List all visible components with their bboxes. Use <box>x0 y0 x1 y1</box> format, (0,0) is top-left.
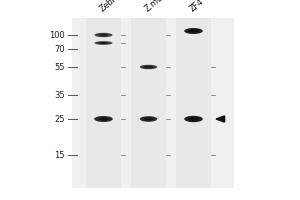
Ellipse shape <box>144 117 153 121</box>
Ellipse shape <box>94 33 112 37</box>
Ellipse shape <box>98 42 109 44</box>
Text: 100: 100 <box>49 30 64 40</box>
Text: Z.muscle: Z.muscle <box>143 0 177 14</box>
Bar <box>86 18 121 188</box>
Ellipse shape <box>184 28 203 34</box>
Ellipse shape <box>188 29 199 33</box>
Ellipse shape <box>144 66 153 68</box>
Bar <box>131 18 166 188</box>
Text: 55: 55 <box>54 62 64 72</box>
Text: 70: 70 <box>54 45 64 53</box>
Ellipse shape <box>188 117 199 121</box>
Text: 35: 35 <box>54 90 64 99</box>
Text: ZF4: ZF4 <box>188 0 205 14</box>
Ellipse shape <box>98 117 109 121</box>
Ellipse shape <box>94 116 113 122</box>
Text: Zebrafish: Zebrafish <box>98 0 133 14</box>
Ellipse shape <box>98 34 109 36</box>
Bar <box>176 18 211 188</box>
Ellipse shape <box>140 116 157 122</box>
Ellipse shape <box>140 65 157 69</box>
Ellipse shape <box>184 116 203 122</box>
Text: 15: 15 <box>54 151 64 160</box>
Text: 25: 25 <box>54 114 64 123</box>
Polygon shape <box>216 116 225 122</box>
Ellipse shape <box>94 41 112 45</box>
Bar <box>72 18 234 188</box>
